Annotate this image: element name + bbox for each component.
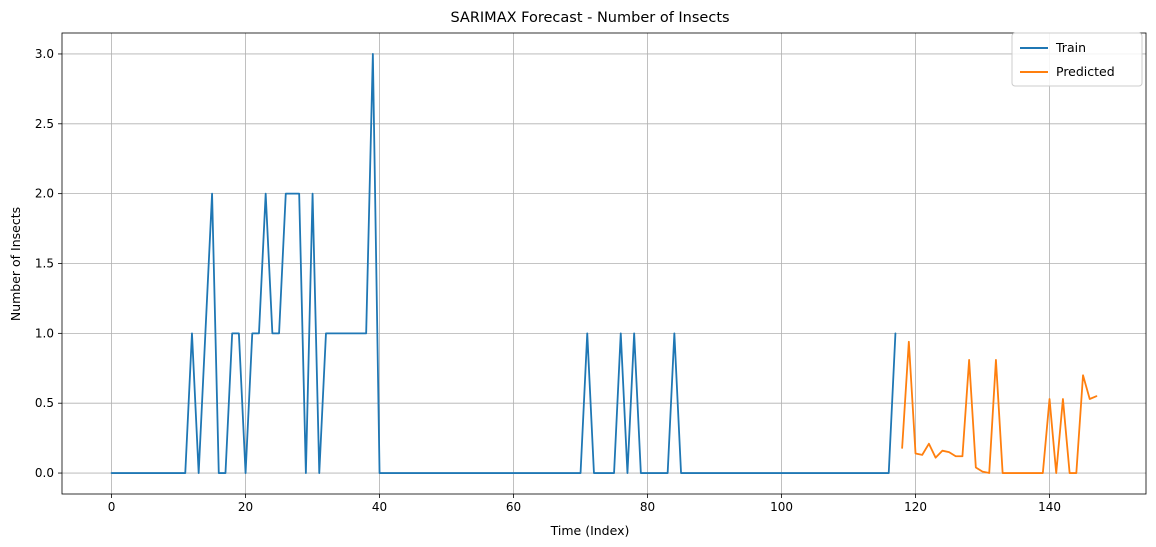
x-tick-label: 140 xyxy=(1038,500,1061,514)
y-tick-label: 3.0 xyxy=(35,47,54,61)
x-tick-label: 80 xyxy=(640,500,655,514)
y-tick-label: 1.0 xyxy=(35,326,54,340)
x-tick-label: 40 xyxy=(372,500,387,514)
series-line-predicted xyxy=(901,340,1098,474)
y-axis-ticks: 0.0 0.5 1.0 1.5 2.0 2.5 3.0 xyxy=(35,47,62,480)
x-tick-label: 100 xyxy=(770,500,793,514)
x-tick-label: 0 xyxy=(108,500,116,514)
chart-title: SARIMAX Forecast - Number of Insects xyxy=(450,10,729,26)
x-axis-label: Time (Index) xyxy=(550,523,630,538)
legend: Train Predicted xyxy=(1011,32,1143,87)
y-tick-label: 2.5 xyxy=(35,117,54,131)
x-tick-label: 20 xyxy=(238,500,253,514)
legend-label-train: Train xyxy=(1055,40,1086,55)
y-axis-label: Number of Insects xyxy=(8,207,23,321)
x-tick-label: 120 xyxy=(904,500,927,514)
y-tick-label: 1.5 xyxy=(35,257,54,271)
y-tick-label: 0.5 xyxy=(35,396,54,410)
series-line-train xyxy=(110,53,897,474)
series-layer xyxy=(110,53,1098,474)
x-axis-ticks: 0 20 40 60 80 100 120 140 xyxy=(108,494,1061,514)
y-tick-label: 2.0 xyxy=(35,187,54,201)
legend-label-predicted: Predicted xyxy=(1056,64,1115,79)
x-tick-label: 60 xyxy=(506,500,521,514)
y-tick-label: 0.0 xyxy=(35,466,54,480)
